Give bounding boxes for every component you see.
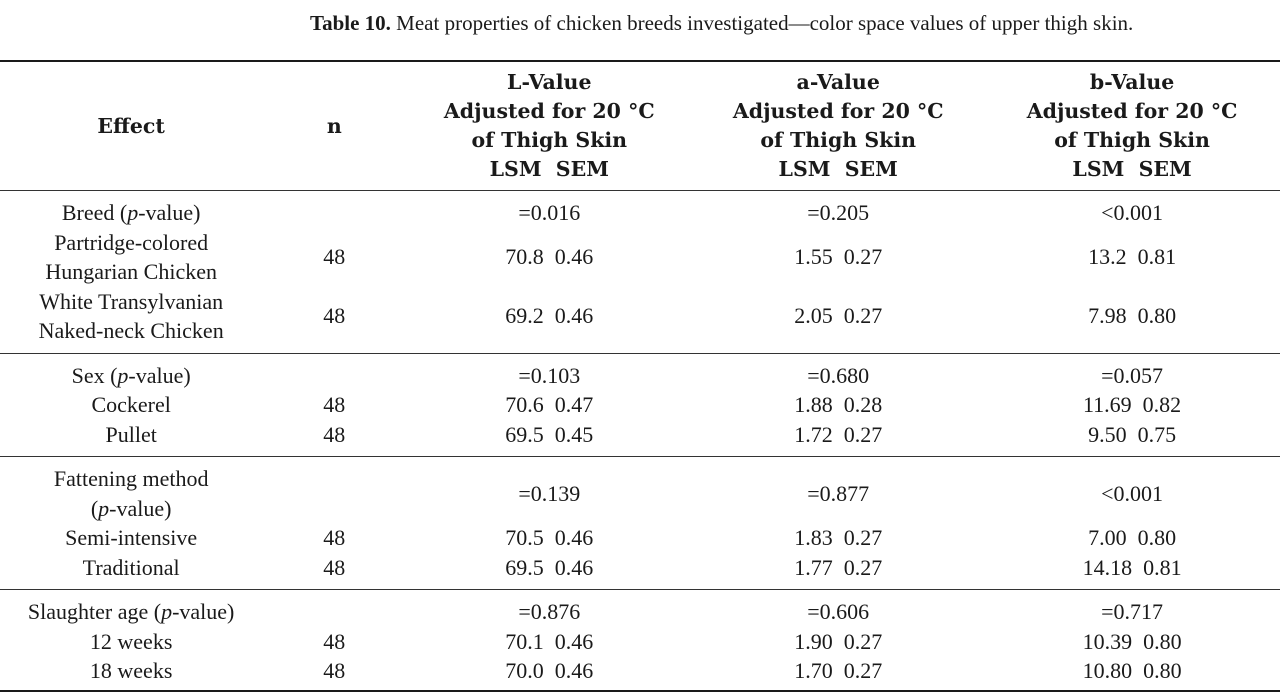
row-label: White Transylvanian Naked-neck Chicken bbox=[38, 288, 224, 344]
effect-block-breed: Breed (p-value) =0.016 =0.205 <0.001 Par… bbox=[0, 191, 1280, 353]
cell-n: 48 bbox=[323, 554, 346, 580]
cell-a: 1.70 0.27 bbox=[794, 658, 883, 683]
effect-block-sex: Sex (p-value) =0.103 =0.680 =0.057 Cocke… bbox=[0, 354, 1280, 457]
pvalue-l: =0.139 bbox=[518, 480, 581, 506]
table-row: 12 weeks 48 70.1 0.46 1.90 0.27 10.39 0.… bbox=[0, 627, 1280, 657]
row-label: Cockerel bbox=[91, 392, 171, 417]
header-b-value: b-Value Adjusted for 20 °C of Thigh Skin… bbox=[1026, 70, 1238, 181]
table-row: White Transylvanian Naked-neck Chicken 48… bbox=[0, 287, 1280, 346]
effect-label: Breed (p-value) bbox=[61, 200, 201, 225]
cell-l: 69.2 0.46 bbox=[505, 303, 594, 329]
cell-a: 1.83 0.27 bbox=[794, 525, 883, 550]
table-row: Pullet 48 69.5 0.45 1.72 0.27 9.50 0.75 bbox=[0, 420, 1280, 450]
header-a-value: a-Value Adjusted for 20 °C of Thigh Skin… bbox=[732, 70, 944, 181]
pvalue-l: =0.876 bbox=[518, 599, 581, 624]
cell-l: 70.8 0.46 bbox=[505, 244, 594, 270]
header-l-value: L-Value Adjusted for 20 °C of Thigh Skin… bbox=[443, 70, 655, 181]
cell-a: 1.55 0.27 bbox=[794, 244, 883, 270]
pvalue-row: Slaughter age (p-value) =0.876 =0.606 =0… bbox=[0, 597, 1280, 627]
cell-a: 2.05 0.27 bbox=[794, 303, 883, 329]
pvalue-b: <0.001 bbox=[1101, 200, 1164, 225]
cell-b: 10.39 0.80 bbox=[1082, 628, 1182, 654]
row-label: Partridge-colored Hungarian Chicken bbox=[45, 229, 217, 285]
pvalue-a: =0.680 bbox=[807, 362, 870, 388]
bottom-rule bbox=[0, 689, 1280, 692]
row-label: Semi-intensive bbox=[65, 525, 198, 550]
pvalue-b: =0.717 bbox=[1101, 599, 1164, 624]
pvalue-row: Sex (p-value) =0.103 =0.680 =0.057 bbox=[0, 361, 1280, 391]
cell-a: 1.88 0.28 bbox=[794, 392, 883, 417]
table-row: Cockerel 48 70.6 0.47 1.88 0.28 11.69 0.… bbox=[0, 390, 1280, 420]
row-label: Pullet bbox=[105, 421, 157, 447]
pvalue-row: Breed (p-value) =0.016 =0.205 <0.001 bbox=[0, 198, 1280, 228]
cell-l: 70.1 0.46 bbox=[505, 628, 594, 654]
cell-b: 11.69 0.82 bbox=[1082, 392, 1182, 417]
pvalue-l: =0.016 bbox=[518, 200, 581, 225]
section-rule bbox=[0, 589, 1280, 590]
cell-b: 7.98 0.80 bbox=[1088, 303, 1177, 329]
header-row: Effect n L-Value Adjusted for 20 °C of T… bbox=[0, 62, 1280, 190]
pvalue-a: =0.877 bbox=[807, 480, 870, 506]
cell-b: 13.2 0.81 bbox=[1088, 244, 1177, 270]
pvalue-row: Fattening method (p-value) =0.139 =0.877 … bbox=[0, 464, 1280, 523]
cell-n: 48 bbox=[323, 244, 346, 270]
cell-l: 70.6 0.47 bbox=[505, 392, 594, 417]
pvalue-b: =0.057 bbox=[1101, 362, 1164, 388]
table-row: Semi-intensive 48 70.5 0.46 1.83 0.27 7.… bbox=[0, 523, 1280, 553]
pvalue-a: =0.606 bbox=[807, 599, 870, 624]
table-caption-text: Meat properties of chicken breeds invest… bbox=[390, 11, 1134, 35]
cell-n: 48 bbox=[323, 303, 346, 329]
effect-block-slaughter-age: Slaughter age (p-value) =0.876 =0.606 =0… bbox=[0, 590, 1280, 690]
row-label: 18 weeks bbox=[89, 658, 173, 683]
cell-l: 70.0 0.46 bbox=[505, 658, 594, 683]
cell-n: 48 bbox=[323, 658, 346, 683]
row-label: Traditional bbox=[82, 554, 180, 580]
table-caption: Table 10. Meat properties of chicken bre… bbox=[310, 10, 1270, 36]
section-rule bbox=[0, 352, 1280, 354]
effect-label: Fattening method (p-value) bbox=[53, 466, 209, 521]
cell-n: 48 bbox=[323, 525, 346, 550]
cell-b: 9.50 0.75 bbox=[1088, 421, 1177, 447]
table-row: Traditional 48 69.5 0.46 1.77 0.27 14.18… bbox=[0, 553, 1280, 583]
top-rule bbox=[0, 60, 1280, 62]
cell-b: 14.18 0.81 bbox=[1082, 554, 1182, 580]
effect-block-fattening: Fattening method (p-value) =0.139 =0.877 … bbox=[0, 457, 1280, 589]
cell-b: 7.00 0.80 bbox=[1088, 525, 1177, 550]
cell-a: 1.72 0.27 bbox=[794, 421, 883, 447]
header-n: n bbox=[326, 113, 342, 138]
cell-a: 1.90 0.27 bbox=[794, 628, 883, 654]
row-label: 12 weeks bbox=[89, 628, 173, 654]
table-row: Partridge-colored Hungarian Chicken 48 70… bbox=[0, 228, 1280, 287]
cell-b: 10.80 0.80 bbox=[1082, 658, 1182, 683]
cell-n: 48 bbox=[323, 628, 346, 654]
cell-a: 1.77 0.27 bbox=[794, 554, 883, 580]
table-caption-label: Table 10. bbox=[310, 11, 391, 35]
pvalue-l: =0.103 bbox=[518, 362, 581, 388]
header-effect: Effect bbox=[97, 113, 165, 138]
pvalue-a: =0.205 bbox=[807, 200, 870, 225]
cell-l: 69.5 0.45 bbox=[505, 421, 594, 447]
cell-l: 69.5 0.46 bbox=[505, 554, 594, 580]
header-rule bbox=[0, 190, 1280, 191]
effect-label: Sex (p-value) bbox=[71, 362, 191, 388]
cell-n: 48 bbox=[323, 421, 346, 447]
section-rule bbox=[0, 456, 1280, 457]
cell-l: 70.5 0.46 bbox=[505, 525, 594, 550]
effect-label: Slaughter age (p-value) bbox=[27, 599, 235, 624]
table-row: 18 weeks 48 70.0 0.46 1.70 0.27 10.80 0.… bbox=[0, 656, 1280, 686]
data-table: Effect n L-Value Adjusted for 20 °C of T… bbox=[0, 60, 1280, 692]
cell-n: 48 bbox=[323, 392, 346, 417]
pvalue-b: <0.001 bbox=[1101, 480, 1164, 506]
